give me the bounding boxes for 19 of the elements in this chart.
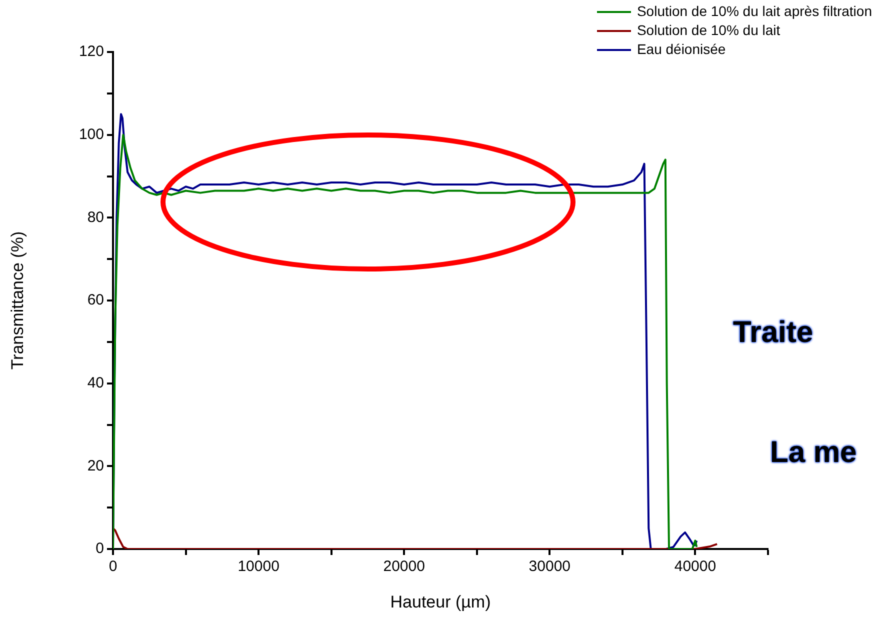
- legend-label: Solution de 10% du lait: [636, 21, 780, 40]
- y-tick-label: 100: [78, 126, 104, 143]
- x-tick-label: 30000: [528, 558, 571, 576]
- y-tick-label: 0: [96, 540, 104, 558]
- x-tick-label: 10000: [238, 558, 280, 576]
- y-tick-label: 120: [78, 43, 104, 60]
- x-tick-label: 40000: [674, 558, 716, 576]
- y-tick-label: 80: [87, 208, 104, 226]
- legend-label: Eau déionisée: [636, 40, 726, 59]
- y-tick-label: 20: [87, 457, 104, 474]
- legend-label: Solution de 10% du lait après filtration: [636, 2, 872, 21]
- annotation: Traite: [733, 316, 814, 350]
- y-tick-label: 60: [87, 292, 104, 309]
- x-axis-title: Hauteur (µm): [390, 592, 491, 612]
- y-tick-label: 40: [87, 374, 104, 392]
- y-axis-title: Transmittance (%): [8, 231, 27, 370]
- text: La me: [770, 436, 857, 470]
- x-tick-label: 20000: [383, 558, 425, 576]
- x-tick-label: 0: [108, 558, 118, 576]
